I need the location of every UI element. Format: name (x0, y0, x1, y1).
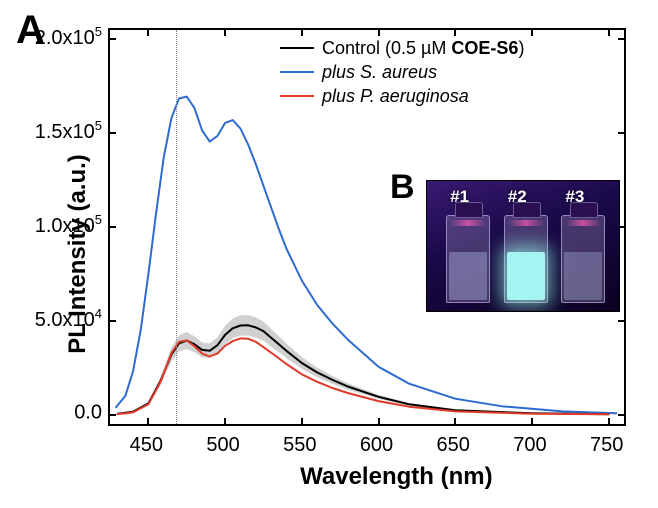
legend-swatch (280, 47, 314, 49)
cuvette-ring (565, 220, 601, 226)
legend-row-s_aureus: plus S. aureus (280, 60, 524, 84)
x-tick (531, 418, 533, 426)
x-axis-label: Wavelength (nm) (300, 463, 492, 491)
cuvette-liquid (449, 252, 487, 300)
y-tick (108, 226, 116, 228)
x-tick-label: 450 (130, 434, 163, 457)
cuvette-label-3: #3 (565, 187, 584, 207)
x-tick-label: 500 (206, 434, 239, 457)
x-tick (454, 418, 456, 426)
panel-label-B-outer: B (390, 168, 415, 207)
x-tick (224, 28, 226, 36)
y-tick (618, 320, 626, 322)
cuvette-3 (561, 215, 605, 303)
x-tick (531, 28, 533, 36)
legend-text: Control (0.5 µM COE-S6) (322, 38, 524, 59)
x-tick-label: 600 (360, 434, 393, 457)
x-tick-label: 650 (437, 434, 470, 457)
legend-swatch (280, 95, 314, 97)
legend-text: plus S. aureus (322, 62, 437, 83)
cuvette-2 (504, 215, 548, 303)
y-tick-label: 0.0 (74, 401, 102, 424)
x-tick (147, 418, 149, 426)
legend-text: plus P. aeruginosa (322, 86, 469, 107)
x-tick (608, 28, 610, 36)
control-shade (118, 315, 609, 415)
y-tick (108, 132, 116, 134)
x-tick (454, 28, 456, 36)
y-tick (618, 132, 626, 134)
legend: Control (0.5 µM COE-S6) plus S. aureus plu… (280, 36, 524, 108)
y-tick (108, 38, 116, 40)
x-tick (301, 28, 303, 36)
cuvette-1 (446, 215, 490, 303)
y-tick-label: 1.0x105 (35, 212, 102, 238)
cuvette-label-1: #1 (450, 187, 469, 207)
cuvette-liquid (507, 252, 545, 300)
legend-row-control: Control (0.5 µM COE-S6) (280, 36, 524, 60)
x-tick (378, 28, 380, 36)
y-tick-label: 1.5x105 (35, 118, 102, 144)
x-tick (147, 28, 149, 36)
y-tick-label: 2.0x105 (35, 25, 102, 51)
y-tick (618, 38, 626, 40)
cuvette-ring (508, 220, 544, 226)
figure-root: A B #1#2#3 Control (0.5 µM COE-S6)plus S… (0, 0, 658, 508)
x-tick (224, 418, 226, 426)
y-tick-label: 5.0x104 (35, 306, 102, 332)
inset-photo: #1 #2 #3 (426, 180, 620, 312)
y-tick (108, 414, 116, 416)
legend-swatch (280, 71, 314, 73)
cuvette-label-2: #2 (508, 187, 527, 207)
cuvette-liquid (564, 252, 602, 300)
guide-vline (176, 30, 177, 424)
x-tick (608, 418, 610, 426)
y-tick (618, 414, 626, 416)
cuvette-ring (450, 220, 486, 226)
x-tick-label: 550 (283, 434, 316, 457)
legend-row-p_aeruginosa: plus P. aeruginosa (280, 84, 524, 108)
x-tick (378, 418, 380, 426)
y-tick (108, 320, 116, 322)
x-tick (301, 418, 303, 426)
x-tick-label: 750 (590, 434, 623, 457)
x-tick-label: 700 (513, 434, 546, 457)
